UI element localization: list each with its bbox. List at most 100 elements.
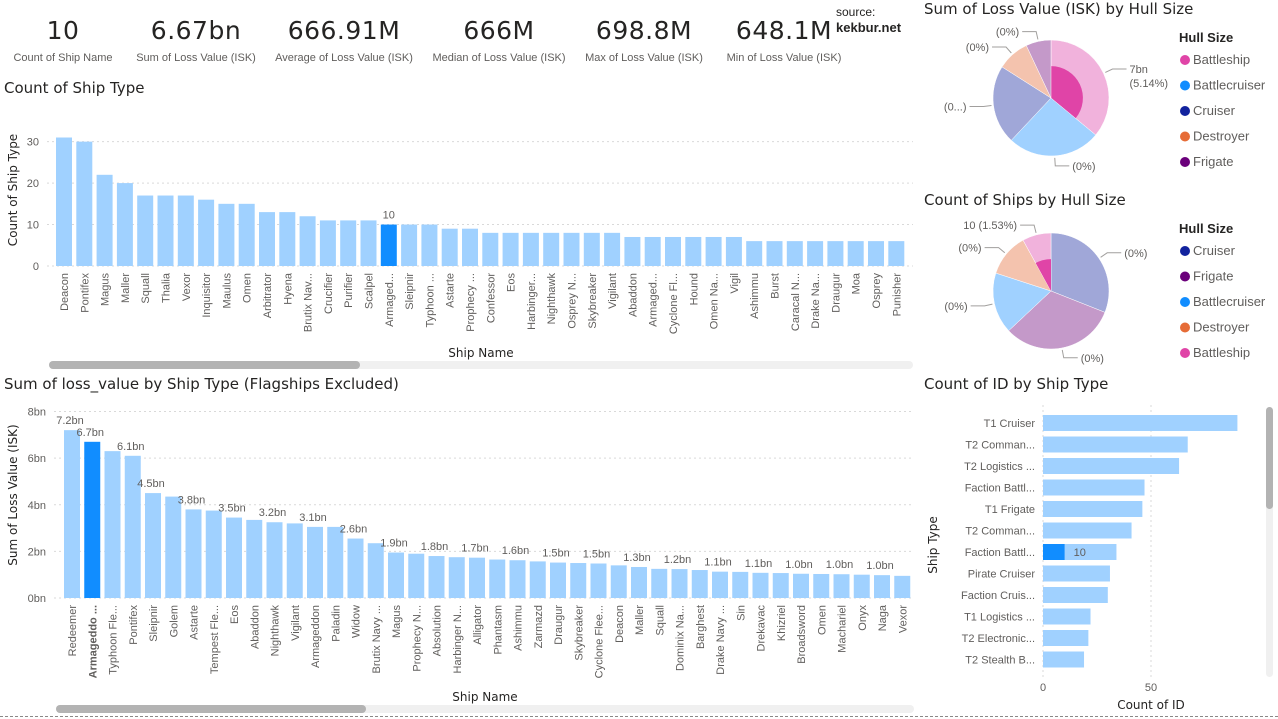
pie-leader-line [1054, 157, 1070, 167]
bar [671, 569, 688, 598]
pie-slice [1008, 290, 1106, 350]
pie-data-label: (0%) [958, 243, 981, 255]
y-tick-label: T1 Frigate [985, 504, 1035, 516]
hbar-scrollbar-thumb[interactable] [1266, 407, 1273, 509]
x-tick-label: Golem [168, 605, 180, 637]
bar [766, 241, 783, 266]
chart2-scrollbar-track[interactable] [56, 705, 914, 713]
highlight-bar [1043, 544, 1065, 560]
x-tick-label: Sleipnir [148, 605, 160, 642]
loss-by-hull-pie: 7bn (5.14%) (0%) (0...) (0%) (0%) Hull Size Bat… [944, 27, 1266, 173]
y-tick-label: T2 Comman... [965, 440, 1035, 452]
x-tick-label: Pontifex [128, 605, 140, 645]
legend-marker [1180, 157, 1190, 167]
x-tick-label: Purifier [343, 273, 355, 308]
x-axis-title: Ship Name [448, 346, 513, 360]
bar [388, 552, 404, 598]
bar [1043, 415, 1238, 431]
x-tick-label: Sleipnir [404, 273, 416, 310]
kpi-label: Min of Loss Value (ISK) [726, 52, 842, 64]
x-tick-label: Onyx [857, 605, 869, 631]
legend-marker [1180, 246, 1190, 256]
data-label: 2.6bn [340, 524, 368, 536]
bar [847, 241, 864, 266]
legend-item: Battleship [1193, 345, 1250, 360]
legend-title: Hull Size [1179, 30, 1233, 45]
data-label: 1.6bn [502, 545, 530, 557]
bar [746, 241, 763, 266]
x-tick-label: 50 [1145, 682, 1157, 694]
bar [218, 203, 235, 266]
count-ship-type-chart: 0 10 20 30 Count of Ship Type Ship Name Deacon… [6, 134, 913, 360]
x-axis-title: Count of ID [1117, 698, 1185, 712]
visual-title-count-id-by-type: Count of ID by Ship Type [924, 375, 1109, 393]
y-tick-label: 2bn [28, 546, 46, 558]
source-label: source: [836, 5, 876, 19]
legend-marker [1180, 106, 1190, 116]
x-tick-label: Tempest Fle... [209, 605, 221, 674]
legend-item: Frigate [1193, 154, 1233, 169]
pie-highlight-slice [1051, 66, 1083, 119]
x-tick-label: Magus [100, 273, 112, 307]
count-id-by-type-chart: 0 50 Count of ID Ship Type T1 Cruiser T2 Comm… [926, 405, 1238, 712]
bar [205, 510, 222, 598]
pie-leader-line [1020, 224, 1037, 234]
bar [807, 241, 824, 266]
source-note: source: kekbur.net [836, 5, 901, 35]
chart2-scrollbar-thumb[interactable] [56, 705, 366, 713]
x-tick-label: Vigil [729, 273, 741, 294]
kpi-label: Max of Loss Value (ISK) [585, 52, 703, 64]
x-tick-label: Deacon [59, 273, 71, 311]
y-tick-label: 6bn [28, 453, 46, 465]
data-label: 1.0bn [866, 560, 894, 572]
legend-marker [1180, 322, 1190, 333]
bar [360, 220, 377, 266]
pie-data-label: (0%) [966, 42, 989, 54]
y-tick-label: Faction Cruis... [961, 590, 1035, 602]
x-tick-label: Paladin [330, 605, 342, 642]
x-tick-label: Moa [851, 272, 863, 294]
bar [177, 195, 194, 266]
legend-item: Battleship [1193, 52, 1250, 67]
pie-highlight-slice [1035, 259, 1051, 291]
bar [1043, 587, 1108, 603]
data-label: 1.1bn [704, 557, 732, 569]
data-label: 6.1bn [117, 441, 145, 453]
x-tick-label: Scalpel [364, 273, 376, 309]
y-tick-label: 20 [27, 178, 39, 190]
data-label: 4.5bn [137, 478, 165, 490]
bar [888, 241, 905, 266]
x-tick-label: Osprey [871, 273, 883, 309]
bar [827, 241, 844, 266]
source-link[interactable]: kekbur.net [836, 20, 902, 35]
bar [691, 570, 708, 598]
x-tick-label: Ashimmu [749, 273, 761, 319]
legend-item: Destroyer [1193, 320, 1250, 335]
x-tick-label: Redeemer [67, 605, 79, 657]
bar [1043, 436, 1188, 453]
pie-leader-line [1061, 349, 1078, 359]
y-tick-label: Pirate Cruiser [968, 569, 1036, 581]
bar [894, 575, 911, 598]
pie-leader-line [970, 303, 993, 307]
x-tick-label: Naga [877, 604, 889, 631]
kpi-average-loss-value: 666.91M Average of Loss Value (ISK) [270, 16, 418, 64]
chart1-scrollbar-track[interactable] [49, 361, 913, 369]
x-tick-label: Caracal N... [790, 273, 802, 331]
hbar-scrollbar-track[interactable] [1266, 407, 1273, 677]
x-tick-label: Crucifier [323, 273, 335, 314]
y-tick-label: 0 [33, 261, 39, 273]
chart1-scrollbar-thumb[interactable] [49, 361, 360, 369]
pie-data-label: (5.14%) [1130, 78, 1169, 90]
pie-data-label: (0%) [1124, 248, 1147, 260]
data-label: 1.3bn [623, 552, 651, 564]
x-tick-label: Harbinger... [526, 273, 538, 330]
x-tick-label: Drekavac [756, 605, 768, 652]
bar [165, 496, 182, 598]
x-tick-label: Hyena [282, 272, 294, 305]
bar [279, 212, 296, 266]
bar [367, 543, 384, 598]
x-tick-label: Prophecy ... [465, 273, 477, 332]
data-label: 1.0bn [785, 559, 813, 571]
x-tick-label: Brutix Nav... [303, 273, 315, 332]
